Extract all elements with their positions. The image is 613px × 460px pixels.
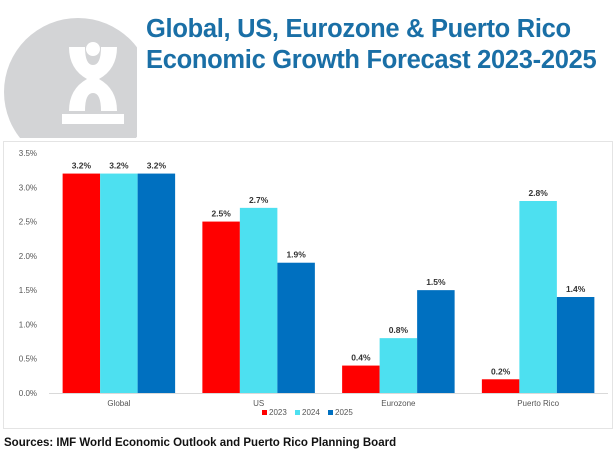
y-tick-label: 1.0% [19,320,37,329]
data-label: 1.9% [286,250,306,260]
data-label: 0.2% [491,366,511,376]
bar-2025-global [137,173,176,393]
legend-swatch-2025 [328,410,333,415]
legend-swatch-2023 [262,410,267,415]
bar-2025-us [277,262,315,393]
data-label: 2.8% [528,188,548,198]
bar-2025-eurozone [417,290,455,393]
logo [4,18,137,138]
bar-2025-puerto-rico [556,297,595,393]
bar-2024-puerto-rico [519,201,557,393]
y-tick-label: 0.0% [19,389,37,398]
legend-label-2024: 2024 [302,408,320,417]
y-tick-label: 3.5% [19,149,37,158]
data-label: 0.4% [351,353,371,363]
x-tick-label: Puerto Rico [517,399,559,408]
source-note: Sources: IMF World Economic Outlook and … [4,437,397,449]
bar-2024-eurozone [379,338,418,393]
data-label: 3.2% [147,161,167,171]
data-label: 3.2% [109,161,129,171]
data-label: 1.4% [566,284,586,294]
bar-2023-puerto-rico [481,379,520,393]
x-tick-label: Global [107,399,130,408]
x-tick-label: US [253,399,264,408]
bar-2024-us [239,207,278,393]
bar-chart: 0.0% 0.5% 1.0% 1.5% 2.0% 2.5% 3.0% 3.5% 3.2% 3.2%… [19,149,608,417]
x-tick-label: Eurozone [381,399,416,408]
legend-swatch-2024 [295,410,300,415]
y-tick-label: 2.0% [19,252,37,261]
data-label: 3.2% [72,161,92,171]
legend-label-2025: 2025 [335,408,353,417]
data-label: 2.7% [249,195,269,205]
y-tick-label: 1.5% [19,286,37,295]
bar-2023-global [62,173,101,393]
data-label: 0.8% [389,325,409,335]
legend-label-2023: 2023 [269,408,287,417]
page-title: Global, US, Eurozone & Puerto Rico Econo… [146,15,597,74]
bar-2023-us [202,221,240,393]
chart-container: 0.0% 0.5% 1.0% 1.5% 2.0% 2.5% 3.0% 3.5% 3.2% 3.2%… [3,141,613,429]
bar-2024-global [100,173,138,393]
y-tick-label: 0.5% [19,355,37,364]
y-tick-label: 3.0% [19,183,37,192]
y-tick-label: 2.5% [19,218,37,227]
data-label: 2.5% [211,209,231,219]
data-label: 1.5% [426,277,446,287]
bar-2023-eurozone [342,365,380,393]
